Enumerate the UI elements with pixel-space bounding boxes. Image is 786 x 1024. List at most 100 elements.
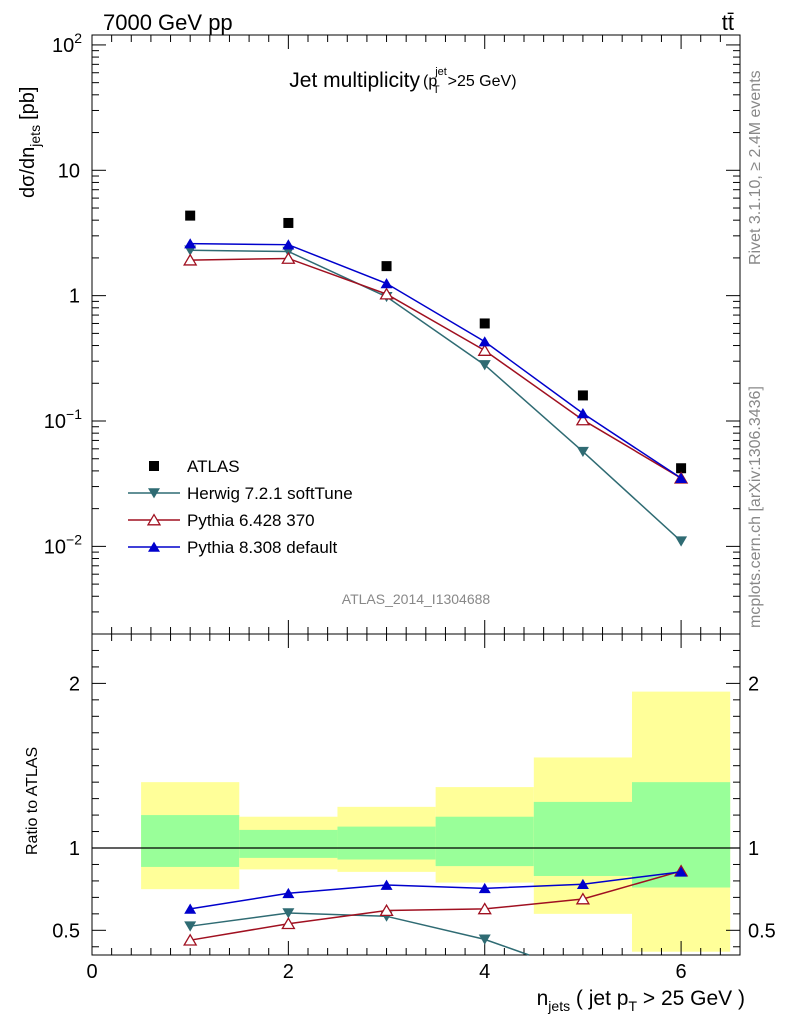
ratio-series-py6 [183, 864, 689, 946]
data-point-atlas [185, 210, 196, 221]
inner-uncertainty-band [435, 816, 534, 867]
legend-entry-py8: Pythia 8.308 default [128, 538, 338, 557]
legend-label: Pythia 8.308 default [187, 538, 338, 557]
legend: ATLAS Herwig 7.2.1 softTune Pythia 6.428 3… [128, 457, 353, 557]
inner-uncertainty-band [239, 829, 338, 858]
inner-uncertainty-band [337, 826, 436, 860]
data-point-herwig [675, 536, 688, 547]
data-point-herwig [576, 446, 589, 458]
ratio-point-py6 [183, 933, 198, 946]
ratio-point-py6 [477, 902, 492, 915]
ratio-y-tick-label-right: 1 [748, 838, 759, 860]
rivet-label: Rivet 3.1.10, ≥ 2.4M events [747, 70, 764, 265]
main-title: Jet multiplicity [289, 69, 420, 92]
data-point-atlas [479, 318, 490, 329]
main-y-tick-label: 10−2 [44, 531, 82, 558]
series-line-py6 [190, 257, 682, 479]
ratio-series-layer [183, 864, 689, 956]
ratio-point-herwig [184, 921, 197, 932]
energy-label: 7000 GeV pp [103, 10, 233, 35]
data-point-py6 [281, 251, 296, 264]
ylabel-sub: jets [27, 125, 43, 148]
data-point-py8 [675, 472, 688, 483]
ratio-y-axis-label: Ratio to ATLAS [24, 747, 41, 855]
ratio-point-py8 [184, 903, 197, 914]
inner-uncertainty-band [533, 801, 632, 876]
ratio-line-py8 [190, 871, 682, 910]
ratio-point-py6 [575, 892, 591, 905]
ratio-line-herwig [190, 912, 530, 956]
ratio-uncertainty-bands [141, 691, 731, 952]
x-tick-label: 0 [86, 961, 97, 983]
xlabel-rest: > 25 GeV ) [637, 987, 745, 1010]
legend-entry-herwig: Herwig 7.2.1 softTune [128, 484, 353, 503]
data-point-py8 [576, 408, 589, 419]
legend-label: ATLAS [187, 457, 240, 476]
xlabel-sub: jets [547, 998, 570, 1014]
ratio-point-py8 [478, 882, 491, 894]
data-point-py6 [183, 253, 198, 266]
ratio-y-tick-labels: 0.5 0.5 1 1 2 2 [52, 673, 776, 942]
ratio-point-py6 [281, 917, 296, 930]
x-tick-label: 6 [676, 961, 687, 983]
analysis-id: ATLAS_2014_I1304688 [342, 591, 491, 607]
process-label: tt̄ [722, 10, 734, 35]
data-point-py6 [477, 343, 492, 356]
ratio-line-py6 [190, 870, 682, 941]
x-axis-label: njets ( jet pT > 25 GeV ) [537, 987, 745, 1014]
ratio-y-tick-label-right: 2 [748, 673, 759, 695]
series-py8 [184, 238, 688, 483]
ratio-point-herwig [282, 908, 295, 919]
main-y-axis-label: dσ/dnjets [pb] [17, 87, 43, 198]
data-point-atlas [577, 390, 588, 401]
ratio-y-tick-label-right: 0.5 [748, 920, 776, 942]
data-point-py8 [184, 238, 197, 249]
mcplots-label: mcplots.cern.ch [arXiv:1306.3436] [747, 386, 764, 628]
legend-entry-py6: Pythia 6.428 370 [128, 511, 315, 530]
series-line-herwig [190, 249, 682, 542]
data-point-atlas [381, 261, 392, 272]
series-py6 [183, 251, 689, 484]
xlabel-n: n [537, 987, 549, 1010]
ratio-point-py8 [282, 887, 295, 899]
x-tick-label: 4 [479, 961, 490, 983]
main-panel: 10−2 10−1 1 10 102 Jet multiplicity (pjet T >2… [17, 30, 741, 635]
x-tick-label: 2 [283, 961, 294, 983]
ratio-point-py8 [576, 878, 589, 890]
data-point-py6 [575, 413, 591, 426]
data-point-py8 [380, 278, 393, 289]
inner-uncertainty-band [141, 815, 240, 867]
data-point-py8 [478, 336, 491, 347]
subtitle-sup: jet [434, 66, 447, 78]
main-y-tick-label: 10 [58, 160, 80, 182]
legend-marker [148, 488, 160, 499]
subtitle-sub: T [433, 84, 440, 96]
ratio-y-tick-label: 2 [69, 673, 80, 695]
subtitle-rest: >25 GeV) [448, 73, 517, 90]
legend-label: Pythia 6.428 370 [187, 511, 315, 530]
main-series-layer [183, 210, 689, 547]
ratio-point-py8 [675, 866, 688, 877]
ratio-point-herwig [478, 934, 491, 945]
main-y-tick-label: 1 [69, 286, 80, 308]
main-title-text: Jet multiplicity [289, 69, 420, 92]
ylabel-unit: [pb] [17, 87, 39, 120]
ratio-series-py8 [184, 866, 688, 914]
ratio-point-py6 [379, 903, 394, 917]
legend-marker [148, 541, 160, 552]
ratio-panel: 0.5 0.5 1 1 2 2 0 2 4 6 Ratio to ATLAS njets ( j… [24, 633, 776, 1014]
data-point-py6 [379, 287, 394, 300]
data-point-py8 [282, 239, 295, 250]
xlabel-mid: ( jet p [570, 987, 628, 1010]
ratio-frame [91, 633, 741, 956]
legend-marker [149, 461, 159, 471]
ratio-y-tick-label: 0.5 [52, 920, 80, 942]
ratio-axes-box [91, 633, 741, 956]
legend-label: Herwig 7.2.1 softTune [187, 484, 353, 503]
main-y-tick-label: 10−1 [44, 406, 82, 433]
ratio-point-py8 [380, 879, 393, 890]
series-atlas [185, 210, 687, 474]
data-point-atlas [283, 217, 294, 228]
ylabel-main: dσ/dn [17, 147, 39, 198]
